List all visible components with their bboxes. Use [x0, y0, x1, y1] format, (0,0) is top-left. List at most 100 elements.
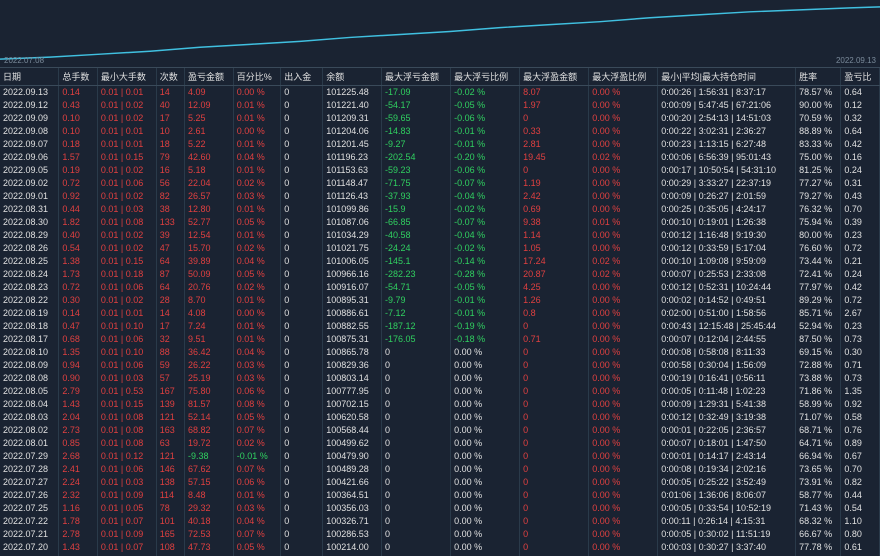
cell: 0:00:25 | 0:35:05 | 4:24:17	[658, 203, 796, 216]
col-header[interactable]: 盈亏比	[841, 68, 880, 86]
cell: 2.79	[59, 385, 98, 398]
table-row[interactable]: 2022.09.130.140.01 | 0.01144.090.00 %010…	[0, 86, 880, 99]
table-row[interactable]: 2022.08.022.730.01 | 0.0816368.820.07 %0…	[0, 424, 880, 437]
cell: 18	[156, 138, 184, 151]
table-row[interactable]: 2022.08.101.350.01 | 0.108836.420.04 %01…	[0, 346, 880, 359]
table-row[interactable]: 2022.08.041.430.01 | 0.1513981.570.08 %0…	[0, 398, 880, 411]
cell: 40	[156, 99, 184, 112]
table-row[interactable]: 2022.08.251.380.01 | 0.156439.890.04 %01…	[0, 255, 880, 268]
col-header[interactable]: 日期	[0, 68, 59, 86]
col-header[interactable]: 最大浮亏金额	[382, 68, 451, 86]
table-row[interactable]: 2022.09.070.180.01 | 0.01185.220.01 %010…	[0, 138, 880, 151]
table-row[interactable]: 2022.08.010.850.01 | 0.086319.720.02 %01…	[0, 437, 880, 450]
cell: 0	[382, 437, 451, 450]
col-header[interactable]: 余额	[323, 68, 382, 86]
cell: 0.01 | 0.03	[97, 476, 156, 489]
table-row[interactable]: 2022.08.190.140.01 | 0.01144.080.00 %010…	[0, 307, 880, 320]
trade-table-wrap[interactable]: 日期总手数最小大手数次数盈亏金额百分比%出入金余额最大浮亏金额最大浮亏比例最大浮…	[0, 68, 880, 556]
table-row[interactable]: 2022.09.061.570.01 | 0.157942.600.04 %01…	[0, 151, 880, 164]
cell: 20.87	[520, 268, 589, 281]
table-row[interactable]: 2022.08.310.440.01 | 0.033812.800.01 %01…	[0, 203, 880, 216]
cell: -9.38	[185, 450, 234, 463]
table-row[interactable]: 2022.07.262.320.01 | 0.091148.480.01 %01…	[0, 489, 880, 502]
cell: 114	[156, 489, 184, 502]
table-row[interactable]: 2022.08.170.680.01 | 0.06329.510.01 %010…	[0, 333, 880, 346]
cell: 0.00 %	[589, 99, 658, 112]
cell: 0	[281, 450, 323, 463]
cell: 8.48	[185, 489, 234, 502]
table-row[interactable]: 2022.07.251.160.01 | 0.057829.320.03 %01…	[0, 502, 880, 515]
cell-date: 2022.08.17	[0, 333, 59, 346]
table-row[interactable]: 2022.07.201.430.01 | 0.0710847.730.05 %0…	[0, 541, 880, 554]
table-row[interactable]: 2022.07.272.240.01 | 0.0313857.150.06 %0…	[0, 476, 880, 489]
table-row[interactable]: 2022.08.260.540.01 | 0.024715.700.02 %01…	[0, 242, 880, 255]
cell: 17	[156, 112, 184, 125]
col-header[interactable]: 总手数	[59, 68, 98, 86]
cell: 0	[281, 177, 323, 190]
col-header[interactable]: 最大浮盈金额	[520, 68, 589, 86]
cell: 0.00 %	[589, 476, 658, 489]
table-row[interactable]: 2022.07.221.780.01 | 0.0710140.180.04 %0…	[0, 515, 880, 528]
cell: 0.00 %	[589, 190, 658, 203]
cell: 17	[156, 320, 184, 333]
cell: -282.23	[382, 268, 451, 281]
cell: 0.54	[841, 502, 880, 515]
cell: 0	[382, 502, 451, 515]
table-row[interactable]: 2022.08.090.940.01 | 0.065926.220.03 %01…	[0, 359, 880, 372]
cell: 0.00 %	[451, 476, 520, 489]
cell: 0.58	[841, 411, 880, 424]
cell: 0	[281, 359, 323, 372]
cell: 0:00:20 | 2:54:13 | 14:51:03	[658, 112, 796, 125]
cell: 64.71 %	[796, 437, 841, 450]
cell: 0.43	[841, 190, 880, 203]
cell-date: 2022.09.13	[0, 86, 59, 99]
cell: 1.35	[841, 385, 880, 398]
col-header[interactable]: 出入金	[281, 68, 323, 86]
cell: 2.42	[520, 190, 589, 203]
table-row[interactable]: 2022.08.052.790.01 | 0.5316775.800.06 %0…	[0, 385, 880, 398]
col-header[interactable]: 最大浮亏比例	[451, 68, 520, 86]
col-header[interactable]: 最小|平均|最大持仓时间	[658, 68, 796, 86]
table-row[interactable]: 2022.09.090.100.01 | 0.02175.250.01 %010…	[0, 112, 880, 125]
table-row[interactable]: 2022.09.050.190.01 | 0.02165.180.01 %010…	[0, 164, 880, 177]
cell: 101196.23	[323, 151, 382, 164]
cell: -0.01 %	[451, 138, 520, 151]
cell: 0:00:10 | 1:09:08 | 9:59:09	[658, 255, 796, 268]
cell-date: 2022.08.03	[0, 411, 59, 424]
table-row[interactable]: 2022.08.241.730.01 | 0.188750.090.05 %01…	[0, 268, 880, 281]
table-row[interactable]: 2022.09.010.920.01 | 0.028226.570.03 %01…	[0, 190, 880, 203]
col-header[interactable]: 次数	[156, 68, 184, 86]
cell: 100421.66	[323, 476, 382, 489]
col-header[interactable]: 盈亏金额	[185, 68, 234, 86]
cell: -0.05 %	[451, 281, 520, 294]
table-row[interactable]: 2022.08.032.040.01 | 0.0812152.140.05 %0…	[0, 411, 880, 424]
cell: 52.77	[185, 216, 234, 229]
cell: 79	[156, 151, 184, 164]
col-header[interactable]: 最大浮盈比例	[589, 68, 658, 86]
table-row[interactable]: 2022.09.080.100.01 | 0.01102.610.00 %010…	[0, 125, 880, 138]
table-row[interactable]: 2022.07.212.780.01 | 0.0916572.530.07 %0…	[0, 528, 880, 541]
cell: 25.19	[185, 372, 234, 385]
table-row[interactable]: 2022.09.020.720.01 | 0.065622.040.02 %01…	[0, 177, 880, 190]
table-row[interactable]: 2022.08.301.820.01 | 0.0813352.770.05 %0…	[0, 216, 880, 229]
table-row[interactable]: 2022.09.120.430.01 | 0.024012.090.01 %01…	[0, 99, 880, 112]
cell: 77.97 %	[796, 281, 841, 294]
col-header[interactable]: 百分比%	[233, 68, 281, 86]
cell: 101006.05	[323, 255, 382, 268]
table-row[interactable]: 2022.08.230.720.01 | 0.066420.760.02 %01…	[0, 281, 880, 294]
table-row[interactable]: 2022.07.282.410.01 | 0.0614667.620.07 %0…	[0, 463, 880, 476]
cell: 1.43	[59, 398, 98, 411]
cell: 76.60 %	[796, 242, 841, 255]
cell: 0.01 | 0.01	[97, 125, 156, 138]
table-row[interactable]: 2022.08.290.400.01 | 0.023912.540.01 %01…	[0, 229, 880, 242]
table-row[interactable]: 2022.07.292.680.01 | 0.12121-9.38-0.01 %…	[0, 450, 880, 463]
table-row[interactable]: 2022.08.180.470.01 | 0.10177.240.01 %010…	[0, 320, 880, 333]
table-row[interactable]: 2022.08.220.300.01 | 0.02288.700.01 %010…	[0, 294, 880, 307]
cell: 67.62	[185, 463, 234, 476]
cell: 0	[520, 385, 589, 398]
col-header[interactable]: 胜率	[796, 68, 841, 86]
cell: 0.01 | 0.07	[97, 541, 156, 554]
col-header[interactable]: 最小大手数	[97, 68, 156, 86]
table-row[interactable]: 2022.08.080.900.01 | 0.035725.190.03 %01…	[0, 372, 880, 385]
cell: 0:00:12 | 0:32:49 | 3:19:38	[658, 411, 796, 424]
